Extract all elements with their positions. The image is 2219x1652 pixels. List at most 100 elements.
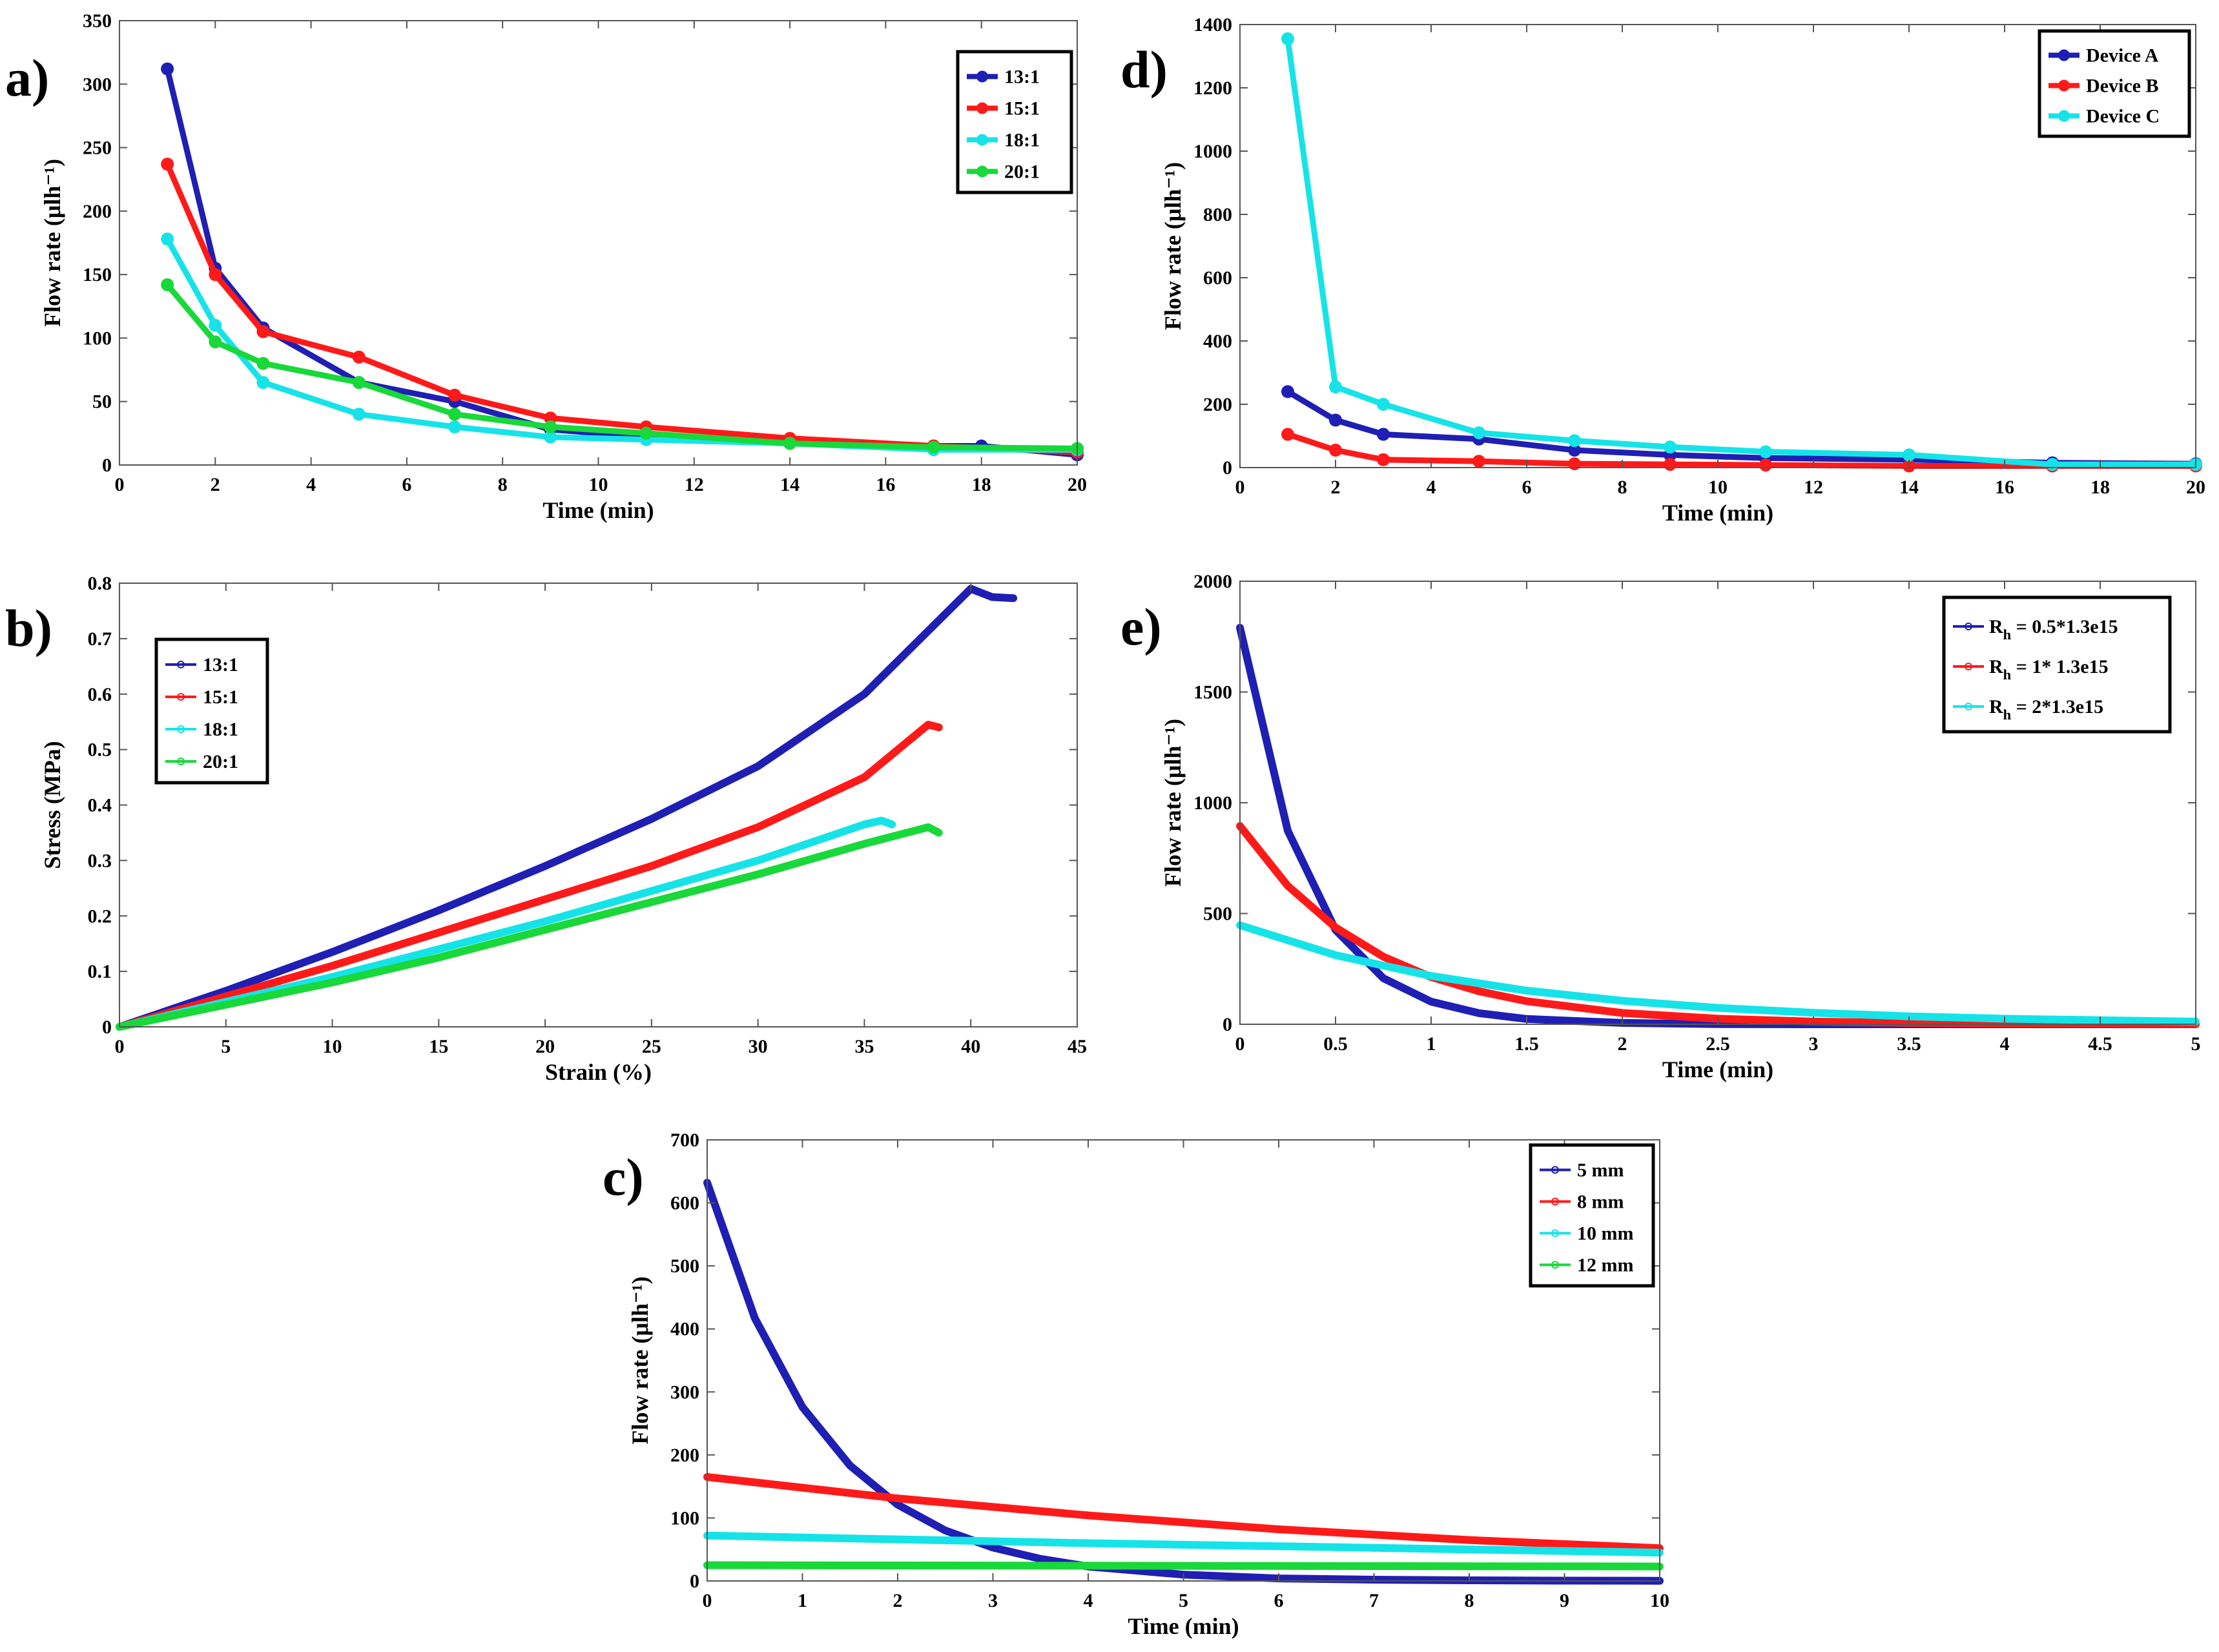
x-tick-label: 6	[1522, 477, 1532, 498]
x-axis-title: Time (min)	[1662, 1057, 1773, 1082]
y-tick-label: 0.7	[88, 628, 112, 650]
legend-label: 15:1	[203, 687, 238, 708]
x-tick-label: 12	[1804, 477, 1823, 498]
data-point	[544, 411, 557, 425]
x-tick-label: 5	[1179, 1590, 1188, 1611]
legend-marker	[1551, 1197, 1559, 1206]
legend-marker	[2058, 79, 2070, 92]
legend-label: Rh = 2*1.3e15	[1989, 696, 2103, 723]
x-tick-label: 4	[2000, 1033, 2010, 1055]
y-tick-label: 600	[670, 1193, 699, 1214]
chart-c: c)0 1 2 3 4 5 6 7 8 9 100100200300400500600700Time…	[603, 1130, 1669, 1639]
data-point	[1664, 440, 1677, 454]
y-tick-label: 0	[102, 1017, 112, 1038]
x-tick-label: 4	[1427, 477, 1436, 498]
legend-box	[1942, 595, 2172, 734]
data-point	[1664, 458, 1677, 471]
x-tick-label: 45	[1068, 1036, 1087, 1057]
y-tick-label: 0.2	[88, 905, 112, 927]
y-tick-label: 0	[102, 455, 112, 476]
x-tick-label: 8	[1618, 477, 1627, 498]
x-tick-label: 8	[498, 474, 508, 495]
series-rh-1-1-3e15	[1236, 822, 2200, 1028]
plot-frame	[119, 20, 1078, 466]
x-tick-label: 2	[1618, 1033, 1627, 1055]
y-tick-label: 1400	[1193, 14, 1232, 36]
x-tick-label: 0	[115, 1036, 125, 1057]
legend-marker	[2058, 49, 2070, 61]
x-tick-label: 2	[893, 1590, 903, 1611]
data-point	[209, 268, 222, 282]
series-13-1	[116, 584, 1018, 1031]
x-tick-label: 35	[854, 1036, 874, 1057]
x-tick-label: 12	[685, 474, 704, 495]
series-line	[116, 816, 896, 1031]
y-tick-label: 200	[83, 201, 112, 222]
legend-label: 13:1	[203, 654, 238, 676]
panel-label: d)	[1120, 40, 1168, 99]
legend-marker	[1965, 703, 1972, 710]
legend-marker	[2058, 110, 2070, 122]
x-tick-label: 9	[1560, 1590, 1569, 1611]
legend-label: 18:1	[203, 719, 238, 740]
x-tick-label: 4	[1084, 1590, 1093, 1611]
legend-marker	[177, 758, 185, 765]
legend-marker	[976, 102, 988, 114]
y-tick-label: 100	[670, 1507, 699, 1529]
x-tick-label: 0	[703, 1590, 712, 1611]
x-tick-label: 18	[972, 474, 991, 495]
data-point	[209, 335, 222, 349]
legend-marker	[1551, 1261, 1559, 1269]
data-point	[1759, 459, 1772, 472]
series-12-mm	[703, 1561, 1664, 1571]
data-point	[1377, 453, 1390, 466]
series-line	[1285, 36, 2199, 468]
series-15-1	[116, 721, 943, 1031]
legend-label-rest: = 0.5*1.3e15	[2011, 616, 2118, 637]
series-device-c	[1281, 32, 2202, 471]
data-point	[1377, 398, 1390, 411]
series-line	[703, 1473, 1664, 1553]
x-tick-label: 6	[402, 474, 411, 495]
data-point	[352, 376, 366, 389]
legend-label-main: R	[1989, 616, 2003, 637]
x-tick-label: 5	[2191, 1033, 2201, 1055]
data-point	[1568, 434, 1581, 448]
y-tick-label: 0.4	[88, 795, 112, 816]
y-tick-label: 150	[83, 264, 112, 285]
legend-marker	[1551, 1166, 1559, 1174]
y-tick-label: 0.3	[88, 850, 112, 871]
y-tick-label: 300	[670, 1381, 699, 1403]
legend-label: 20:1	[1004, 161, 1040, 183]
series-line	[1236, 921, 2200, 1026]
panel-label: a)	[5, 48, 49, 107]
data-point	[1281, 32, 1294, 46]
panel-label: c)	[603, 1148, 644, 1206]
y-axis-title: Flow rate (μlh⁻¹)	[1160, 162, 1186, 330]
legend-label: 13:1	[1004, 67, 1040, 88]
x-tick-label: 15	[429, 1036, 448, 1057]
series-rh-2-1-3e15	[1236, 921, 2200, 1026]
y-tick-label: 100	[83, 327, 112, 349]
y-tick-label: 700	[670, 1130, 699, 1151]
legend-label: Device B	[2086, 76, 2158, 97]
series-line	[116, 584, 1018, 1031]
x-tick-label: 2	[1331, 477, 1341, 498]
y-tick-label: 200	[670, 1445, 699, 1466]
legend-marker	[177, 693, 185, 701]
legend-box	[154, 637, 269, 785]
y-tick-label: 1000	[1193, 141, 1232, 162]
series-line	[703, 1561, 1664, 1571]
data-point	[256, 356, 270, 370]
data-point	[448, 388, 462, 402]
legend: 13:1 15:1 18:1 20:1	[154, 637, 269, 785]
y-tick-label: 0.6	[88, 684, 112, 705]
legend-label: Device A	[2086, 45, 2159, 67]
x-tick-label: 1.5	[1514, 1033, 1539, 1055]
series-line	[1236, 822, 2200, 1028]
legend-label-main: R	[1989, 656, 2003, 677]
y-tick-label: 500	[670, 1255, 699, 1277]
x-tick-label: 10	[589, 474, 608, 495]
